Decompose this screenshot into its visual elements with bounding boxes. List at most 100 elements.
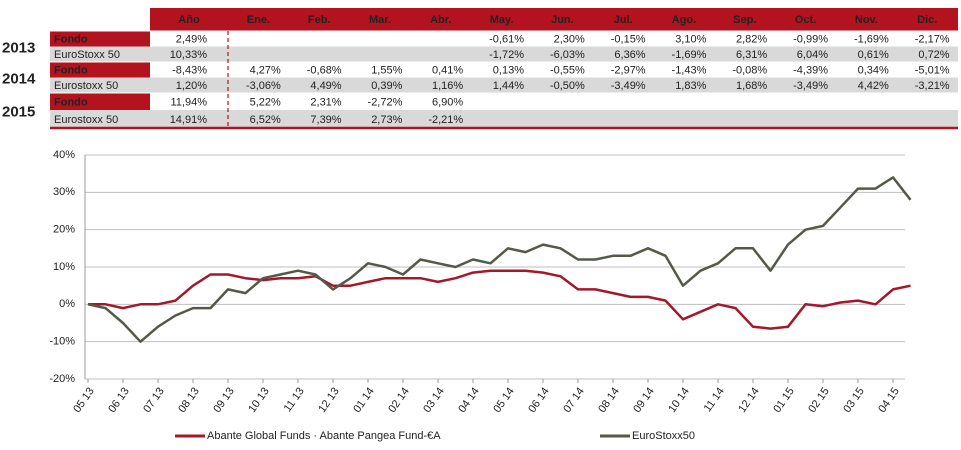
cell: -4,39% (793, 65, 828, 77)
series-line (87, 176, 912, 343)
x-tick-label: 05 13 (71, 386, 97, 415)
cell: -2,72% (368, 96, 403, 108)
cell: 7,39% (310, 114, 341, 126)
cell: 6,31% (736, 49, 767, 61)
cell: -0,55% (550, 65, 585, 77)
cell: -0,08% (732, 65, 767, 77)
cell: -3,49% (611, 80, 646, 92)
row-label: Fondo (54, 65, 88, 77)
y-tick-label: -10% (49, 336, 75, 348)
year-label: 2014 (2, 70, 36, 87)
cell: 1,55% (371, 65, 402, 77)
row-bg (50, 110, 958, 128)
cell: 6,52% (250, 114, 281, 126)
cell: 5,22% (250, 96, 281, 108)
x-tick-label: 12 13 (316, 386, 342, 415)
row-label: Fondo (54, 34, 88, 46)
column-header: Ene. (247, 14, 270, 26)
cell: -0,50% (550, 80, 585, 92)
column-header: Jul. (614, 14, 633, 26)
column-header: Dic. (917, 14, 937, 26)
column-header: May. (490, 14, 514, 26)
cell: -1,43% (672, 65, 707, 77)
cell: 2,31% (310, 96, 341, 108)
x-tick-label: 06 13 (106, 386, 132, 415)
row-bg (50, 46, 958, 62)
cell: 6,36% (614, 49, 645, 61)
cell: 1,44% (493, 80, 524, 92)
x-tick-label: 07 14 (561, 386, 587, 415)
row-label: Eurostoxx 50 (54, 80, 118, 92)
cell: 0,72% (918, 49, 949, 61)
x-tick-label: 09 13 (211, 386, 237, 415)
legend-label: Abante Global Funds · Abante Pangea Fund… (207, 430, 441, 442)
cell: -3,06% (246, 80, 281, 92)
cell: 0,39% (371, 80, 402, 92)
x-tick-label: 04 15 (876, 386, 902, 415)
legend-label: EuroStoxx50 (632, 430, 695, 442)
x-tick-label: 01 15 (771, 386, 797, 415)
column-header: Jun. (551, 14, 574, 26)
cell: 1,20% (176, 80, 207, 92)
x-tick-label: 11 14 (702, 386, 727, 415)
x-tick-label: 10 14 (666, 386, 692, 415)
cell: 2,30% (554, 34, 585, 46)
row-label: Fondo (54, 96, 88, 108)
column-header: Sep. (733, 14, 756, 26)
cell: -2,21% (428, 114, 463, 126)
cell: -8,43% (172, 65, 207, 77)
cell: 1,68% (736, 80, 767, 92)
cell: 4,42% (858, 80, 889, 92)
column-header: Ago. (672, 14, 696, 26)
column-header: Nov. (855, 14, 878, 26)
year-label: 2015 (2, 103, 35, 120)
cell: 10,33% (170, 49, 208, 61)
cell: 1,16% (432, 80, 463, 92)
series-line (88, 269, 911, 330)
cell: -6,03% (550, 49, 585, 61)
x-tick-label: 02 15 (806, 386, 832, 415)
cell: 2,73% (371, 114, 402, 126)
cell: -3,49% (793, 80, 828, 92)
x-tick-label: 07 13 (141, 386, 167, 415)
y-tick-label: 0% (59, 298, 75, 310)
y-tick-label: 10% (53, 261, 75, 273)
label-cell (50, 93, 150, 110)
cell: -2,17% (915, 34, 950, 46)
cell: 0,41% (432, 65, 463, 77)
y-tick-label: 40% (53, 149, 75, 161)
column-header: Feb. (308, 14, 331, 26)
year-label: 2013 (2, 39, 35, 56)
x-tick-label: 06 14 (526, 386, 552, 415)
cell: 6,90% (432, 96, 463, 108)
cell: -1,69% (672, 49, 707, 61)
cell: 6,04% (797, 49, 828, 61)
cell: -1,69% (854, 34, 889, 46)
table-header-bg (150, 8, 958, 31)
cell: -2,97% (611, 65, 646, 77)
cell: -3,21% (915, 80, 950, 92)
cell: 0,13% (493, 65, 524, 77)
y-tick-label: 20% (53, 224, 75, 236)
column-header: Abr. (430, 14, 451, 26)
x-tick-label: 08 14 (596, 386, 622, 415)
y-tick-label: -20% (49, 373, 75, 385)
cell: -1,72% (489, 49, 524, 61)
cell: 2,49% (176, 34, 207, 46)
row-label: EuroStoxx 50 (54, 49, 120, 61)
cell: 3,10% (675, 34, 706, 46)
label-cell (50, 62, 150, 78)
cell: 0,61% (858, 49, 889, 61)
column-header: Año (178, 14, 200, 26)
x-tick-label: 04 14 (456, 386, 482, 415)
cell: -0,61% (489, 34, 524, 46)
label-cell (50, 31, 150, 47)
cell: 4,49% (310, 80, 341, 92)
x-tick-label: 09 14 (631, 386, 657, 415)
x-tick-label: 01 14 (351, 386, 377, 415)
cell: 1,83% (675, 80, 706, 92)
cell: -0,68% (307, 65, 342, 77)
cell: 2,82% (736, 34, 767, 46)
column-header: Mar. (369, 14, 391, 26)
